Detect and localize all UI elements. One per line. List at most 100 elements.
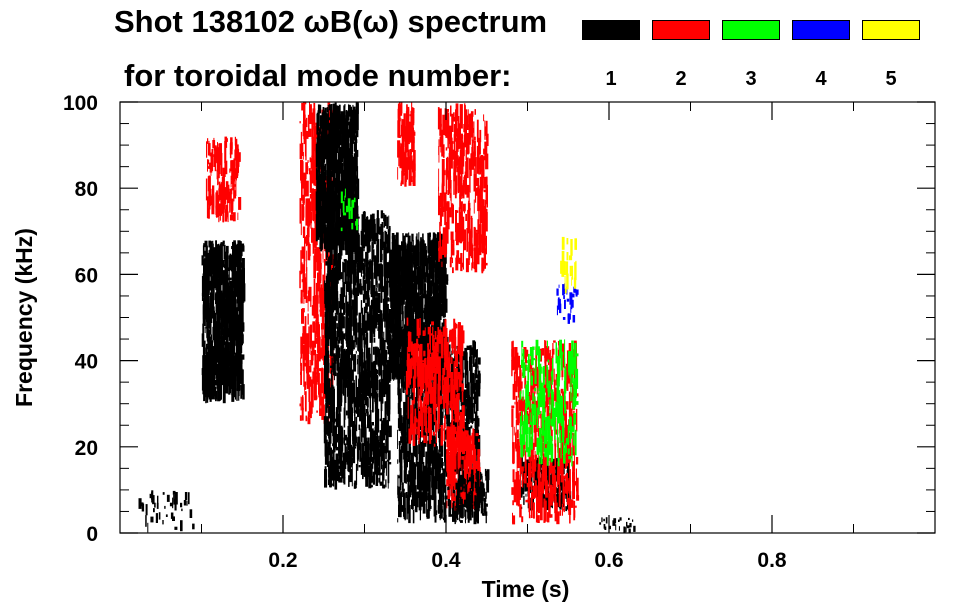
spectral-mark-mode-1 <box>362 275 364 291</box>
spectral-mark-mode-1 <box>202 298 205 320</box>
spectral-mark-mode-1 <box>364 373 367 401</box>
spectral-mark-mode-2 <box>314 259 316 279</box>
spectral-mark-mode-1 <box>238 384 241 390</box>
spectral-mark-mode-1 <box>365 302 368 313</box>
spectral-mark-mode-2 <box>207 166 210 169</box>
spectral-mark-mode-1 <box>354 297 356 324</box>
spectral-mark-mode-1 <box>377 313 381 326</box>
spectral-mark-mode-1 <box>456 459 458 470</box>
spectral-mark-mode-1 <box>429 269 431 278</box>
spectral-mark-mode-1 <box>401 456 403 472</box>
spectral-mark-mode-1 <box>401 259 403 285</box>
spectral-mark-mode-1 <box>372 249 375 259</box>
spectral-mark-mode-1 <box>205 301 207 329</box>
spectral-mark-mode-1 <box>461 452 464 480</box>
spectral-mark-mode-1 <box>399 330 403 347</box>
spectral-mark-mode-1 <box>400 247 403 251</box>
spectral-mark-mode-1 <box>343 466 345 483</box>
spectral-mark-mode-1 <box>211 252 214 259</box>
spectral-mark-mode-1 <box>330 456 333 478</box>
spectral-mark-mode-2 <box>307 114 310 137</box>
spectral-mark-mode-1 <box>431 266 434 287</box>
spectral-mark-mode-1 <box>359 327 361 338</box>
spectral-mark-mode-1 <box>322 210 325 213</box>
spectral-mark-mode-1 <box>337 326 339 341</box>
spectral-mark-mode-2 <box>307 160 309 163</box>
spectral-mark-mode-1 <box>339 477 343 483</box>
spectral-mark-mode-1 <box>432 418 435 439</box>
spectral-mark-mode-2 <box>316 240 318 246</box>
spectral-mark-mode-1 <box>439 494 443 516</box>
spectral-mark-mode-1 <box>318 165 320 192</box>
spectral-mark-mode-2 <box>305 169 307 180</box>
spectral-mark-mode-1 <box>348 366 349 380</box>
spectral-mark-mode-1 <box>332 192 336 197</box>
spectral-mark-mode-2 <box>299 198 302 224</box>
spectral-mark-mode-1 <box>376 386 378 393</box>
spectral-mark-mode-1 <box>373 223 376 245</box>
spectral-mark-mode-1 <box>352 213 355 233</box>
spectral-mark-mode-3 <box>353 197 356 203</box>
spectral-mark-mode-1 <box>397 342 400 358</box>
spectral-mark-mode-1 <box>340 370 342 393</box>
spectral-mark-mode-2 <box>411 136 412 155</box>
spectral-mark-mode-1 <box>224 379 228 382</box>
spectral-mark-mode-1 <box>387 229 391 253</box>
spectral-mark-mode-1 <box>337 183 340 193</box>
spectral-mark-mode-1 <box>439 476 443 497</box>
spectral-mark-mode-1 <box>335 315 338 321</box>
spectral-mark-mode-1 <box>440 364 443 387</box>
spectral-mark-mode-1 <box>328 426 331 431</box>
spectral-mark-mode-1 <box>434 465 436 472</box>
spectral-mark-mode-1 <box>362 234 366 249</box>
spectral-mark-mode-1 <box>363 426 367 445</box>
spectral-mark-mode-1 <box>357 322 361 333</box>
spectral-mark-mode-2 <box>210 154 214 172</box>
spectral-mark-mode-1 <box>412 492 414 505</box>
spectral-mark-mode-1 <box>470 394 473 407</box>
spectral-mark-mode-1 <box>407 508 411 514</box>
spectral-mark-mode-1 <box>424 470 427 478</box>
spectral-mark-mode-1 <box>355 176 357 184</box>
spectral-mark-mode-2 <box>397 109 399 119</box>
spectral-mark-mode-2 <box>401 118 403 136</box>
spectral-mark-mode-2 <box>307 378 309 389</box>
spectral-mark-mode-2 <box>208 162 212 169</box>
spectral-mark-mode-1 <box>345 152 348 163</box>
spectral-mark-mode-1 <box>217 334 220 356</box>
spectral-mark-mode-1 <box>411 233 414 242</box>
spectral-mark-mode-1 <box>405 384 408 412</box>
spectral-mark-mode-1 <box>393 362 395 381</box>
spectral-mark-mode-1 <box>378 360 382 375</box>
spectral-mark-mode-1 <box>430 323 434 329</box>
spectral-mark-mode-1 <box>423 307 426 320</box>
spectral-mark-mode-1 <box>323 421 327 433</box>
spectral-mark-mode-1 <box>411 378 413 399</box>
spectral-mark-mode-1 <box>356 442 360 460</box>
spectral-mark-mode-1 <box>361 367 364 387</box>
spectral-mark-mode-1 <box>373 367 376 390</box>
spectral-mark-mode-1 <box>419 295 421 314</box>
spectral-mark-mode-1 <box>415 247 419 261</box>
spectral-mark-mode-1 <box>227 267 230 271</box>
spectral-mark-mode-1 <box>377 408 380 433</box>
spectral-mark-mode-2 <box>224 160 228 175</box>
spectral-mark-mode-1 <box>423 260 425 275</box>
spectral-mark-mode-1 <box>409 460 412 482</box>
spectral-mark-mode-1 <box>426 382 429 394</box>
spectral-mark-mode-2 <box>413 440 416 444</box>
spectral-mark-mode-1 <box>353 207 356 222</box>
spectral-mark-mode-2 <box>419 343 423 372</box>
spectral-mark-mode-2 <box>309 105 312 124</box>
spectral-mark-mode-2 <box>429 326 431 350</box>
spectral-mark-mode-1 <box>331 127 334 142</box>
spectral-mark-mode-1 <box>471 372 475 381</box>
spectral-mark-mode-1 <box>373 338 376 343</box>
spectral-mark-mode-1 <box>431 451 434 478</box>
spectral-mark-mode-1 <box>236 255 238 267</box>
spectral-mark-mode-2 <box>443 423 445 442</box>
spectral-mark-mode-1 <box>345 115 348 125</box>
spectral-mark-mode-1 <box>351 335 354 351</box>
spectral-mark-mode-1 <box>443 280 446 285</box>
spectral-mark-mode-2 <box>443 377 447 386</box>
